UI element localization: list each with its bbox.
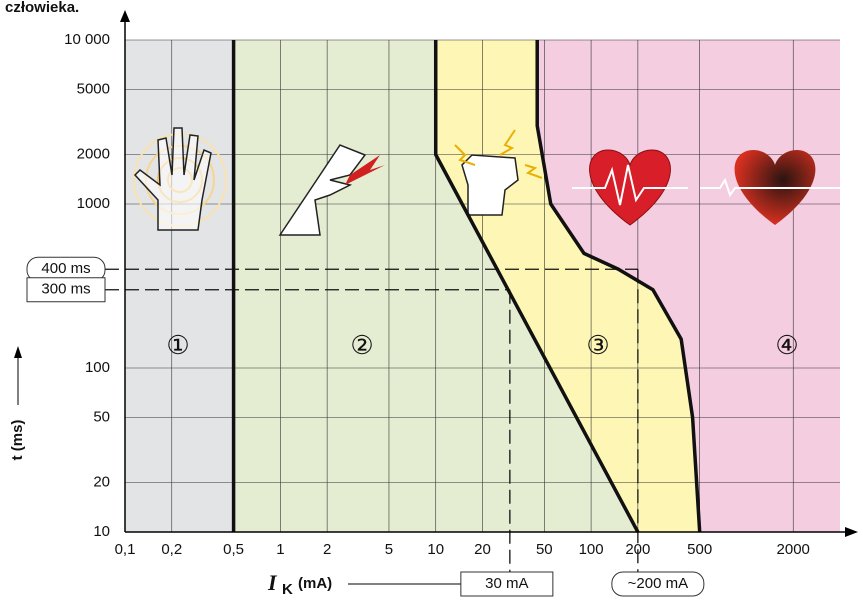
x-tick-label: 10 bbox=[427, 541, 444, 558]
y-axis-label: t (ms) bbox=[9, 420, 26, 461]
y-tick-label: 10 000 bbox=[64, 31, 110, 48]
x-axis-unit: (mA) bbox=[298, 575, 332, 592]
zone-label: ① bbox=[166, 330, 189, 360]
x-tick-label: 50 bbox=[536, 541, 553, 558]
chart: człowieka. t (ms) I K (mA) 0,1 0,2 0,5 1 2 5 1… bbox=[0, 0, 863, 601]
reference-current-label: ~200 mA bbox=[628, 575, 688, 592]
x-tick-label: 0,1 bbox=[115, 541, 136, 558]
x-axis-arrow bbox=[845, 527, 858, 537]
x-tick-label: 1 bbox=[276, 541, 284, 558]
zone-label: ② bbox=[350, 330, 373, 360]
y-tick-label: 2000 bbox=[77, 146, 110, 163]
x-tick-label: 200 bbox=[625, 541, 650, 558]
x-tick-label: 2 bbox=[323, 541, 331, 558]
zone-label: ④ bbox=[775, 330, 798, 360]
y-tick-label: 20 bbox=[93, 474, 110, 491]
y-tick-label: 50 bbox=[93, 408, 110, 425]
x-axis-symbol: I bbox=[267, 570, 278, 595]
x-tick-label: 0,5 bbox=[223, 541, 244, 558]
y-tick-label: 10 bbox=[93, 523, 110, 540]
x-axis-subscript: K bbox=[282, 581, 293, 598]
zone bbox=[125, 40, 234, 532]
x-tick-label: 5 bbox=[385, 541, 393, 558]
y-axis-arrow bbox=[120, 10, 130, 22]
zone-label: ③ bbox=[586, 330, 609, 360]
reference-t-label: 400 ms bbox=[41, 260, 90, 277]
x-tick-label: 2000 bbox=[777, 541, 810, 558]
reference-t-label: 300 ms bbox=[41, 281, 90, 298]
x-tick-label: 100 bbox=[579, 541, 604, 558]
y-tick-label: 1000 bbox=[77, 195, 110, 212]
y-tick-label: 100 bbox=[85, 359, 110, 376]
x-tick-label: 20 bbox=[474, 541, 491, 558]
chart-title: człowieka. bbox=[5, 0, 79, 16]
reference-current-label: 30 mA bbox=[485, 575, 528, 592]
y-tick-label: 5000 bbox=[77, 80, 110, 97]
x-tick-label: 0,2 bbox=[161, 541, 182, 558]
y-label-arrow-head bbox=[14, 346, 22, 358]
x-tick-label: 500 bbox=[687, 541, 712, 558]
